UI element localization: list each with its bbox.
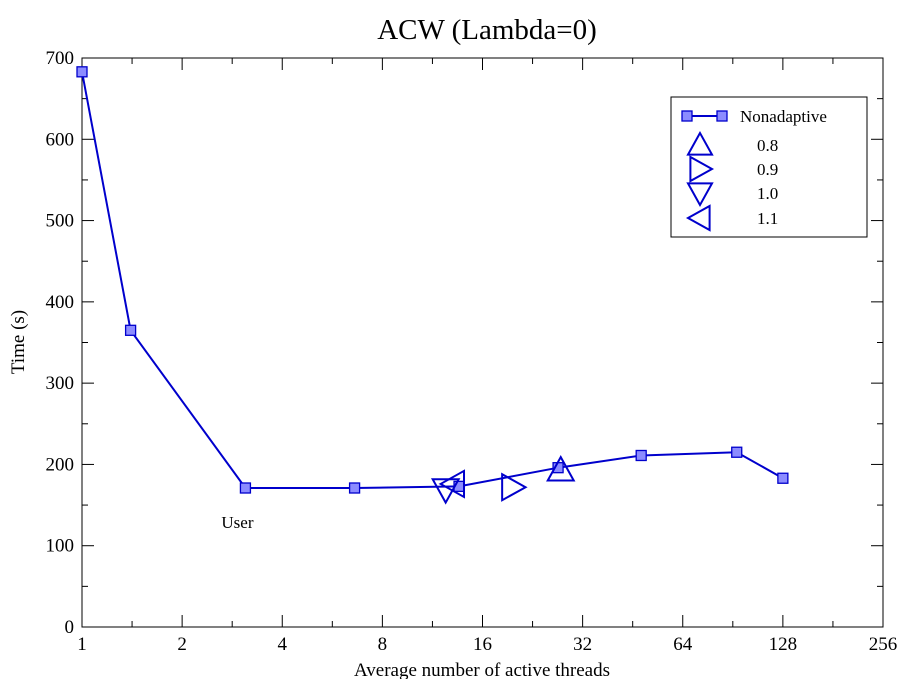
data-point [124, 324, 137, 336]
legend-label: 1.1 [757, 209, 778, 228]
y-tick-label: 0 [65, 617, 75, 638]
legend-marker [716, 110, 728, 122]
x-tick-label: 256 [869, 634, 898, 655]
data-point [348, 482, 361, 494]
legend-marker [689, 155, 715, 183]
x-tick-label: 8 [378, 634, 388, 655]
data-point-triangle-left [438, 469, 466, 499]
legend-label: 0.8 [757, 136, 778, 155]
x-axis-label: Average number of active threads [354, 660, 610, 679]
legend-marker [686, 130, 714, 156]
x-tick-label: 16 [473, 634, 492, 655]
legend-label: Nonadaptive [740, 107, 827, 126]
data-point [76, 66, 88, 78]
y-tick-label: 100 [46, 536, 75, 557]
data-point [635, 449, 647, 462]
legend: Nonadaptive 0.8 0.9 1.0 1.1 [670, 96, 868, 238]
axis-ticks: 1 2 4 8 16 32 64 128 256 0 100 200 300 400 500 600 700 [46, 48, 898, 655]
y-tick-label: 400 [46, 292, 75, 313]
data-point [239, 482, 252, 494]
data-point [777, 472, 789, 484]
y-tick-label: 700 [46, 48, 75, 69]
legend-box [670, 96, 868, 238]
x-tick-label: 2 [177, 634, 187, 655]
legend-marker [685, 204, 711, 232]
data-point [731, 446, 743, 458]
x-tick-label: 32 [573, 634, 592, 655]
x-tick-label: 64 [673, 634, 693, 655]
legend-label: 1.0 [757, 184, 778, 203]
annotation-label: User [221, 513, 253, 532]
plot-marks: User [76, 66, 789, 532]
y-tick-label: 600 [46, 129, 75, 150]
legend-marker [681, 110, 693, 122]
data-point-triangle-up [546, 455, 576, 482]
x-tick-label: 128 [769, 634, 798, 655]
legend-marker [686, 182, 714, 208]
legend-label: 0.9 [757, 160, 778, 179]
y-tick-label: 200 [46, 454, 75, 475]
x-tick-label: 1 [77, 634, 87, 655]
x-tick-label: 4 [278, 634, 288, 655]
y-tick-label: 500 [46, 211, 75, 232]
y-tick-label: 300 [46, 373, 75, 394]
data-point-triangle-right [501, 472, 528, 502]
chart-title: ACW (Lambda=0) [377, 14, 597, 46]
y-axis-label: Time (s) [8, 310, 29, 374]
